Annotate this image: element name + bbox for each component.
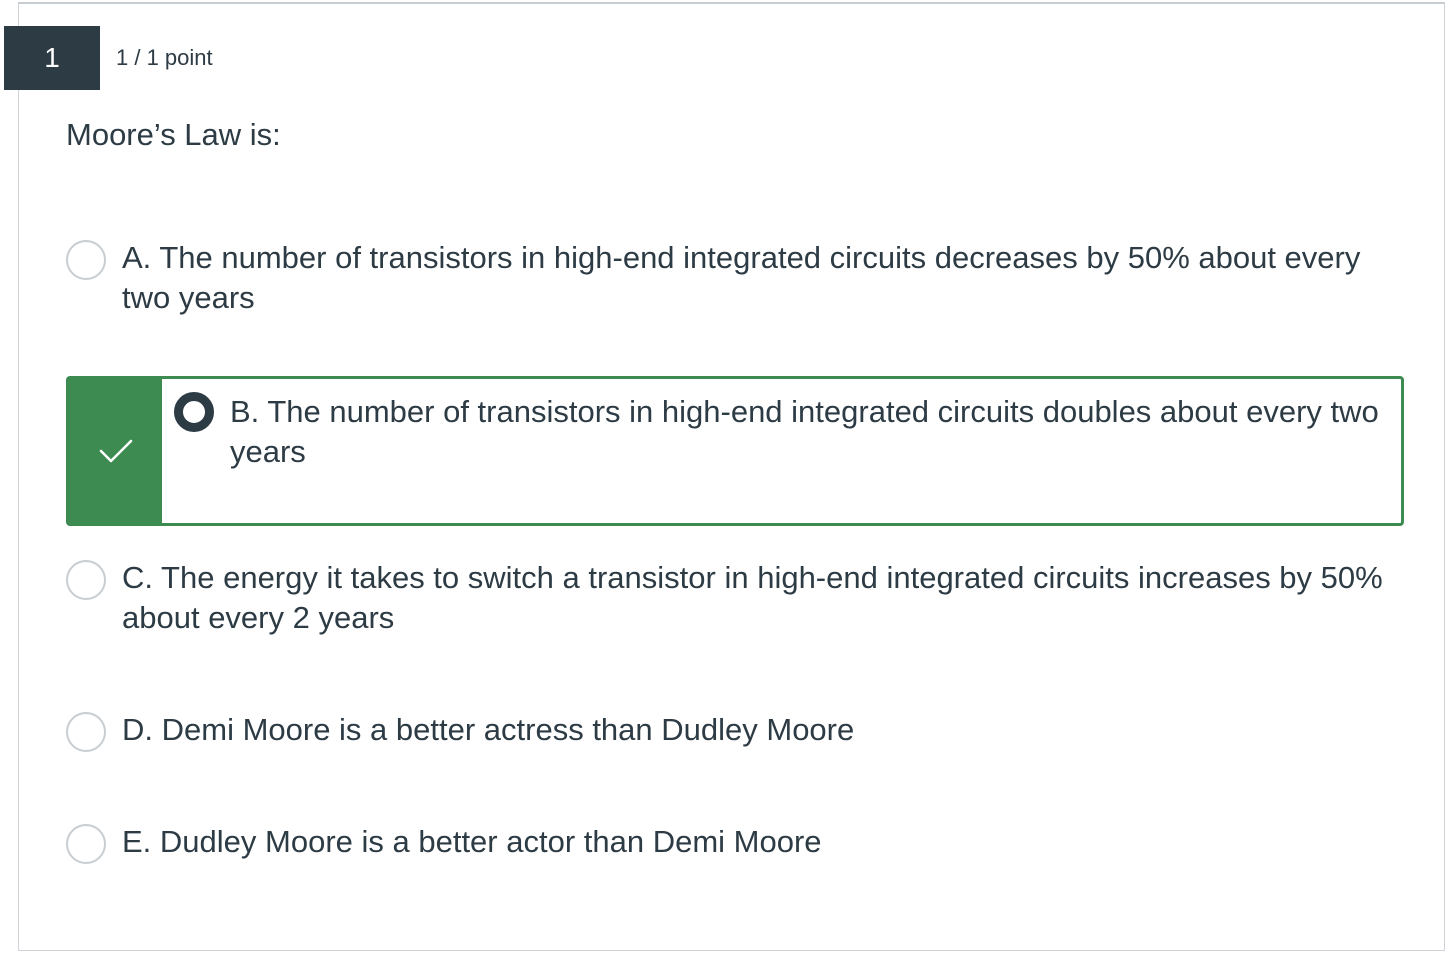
radio-button[interactable] bbox=[66, 240, 106, 280]
radio-button[interactable] bbox=[66, 824, 106, 864]
checkmark-icon bbox=[99, 439, 132, 463]
question-prompt: Moore’s Law is: bbox=[66, 117, 281, 152]
answer-option-c[interactable]: C. The energy it takes to switch a trans… bbox=[66, 560, 1404, 640]
answer-option-b[interactable]: B. The number of transistors in high-end… bbox=[66, 376, 1404, 526]
question-number-badge: 1 bbox=[4, 26, 100, 90]
question-points: 1 / 1 point bbox=[116, 45, 213, 70]
answer-label: A. The number of transistors in high-end… bbox=[122, 240, 1361, 315]
radio-button[interactable] bbox=[66, 560, 106, 600]
answer-option-d[interactable]: D. Demi Moore is a better actress than D… bbox=[66, 712, 1404, 752]
answer-label: B. The number of transistors in high-end… bbox=[230, 394, 1379, 469]
radio-button-selected[interactable] bbox=[174, 392, 214, 432]
correct-answer-flag bbox=[69, 379, 162, 523]
answer-option-e[interactable]: E. Dudley Moore is a better actor than D… bbox=[66, 824, 1404, 864]
answer-label: C. The energy it takes to switch a trans… bbox=[122, 560, 1383, 635]
answer-label: E. Dudley Moore is a better actor than D… bbox=[122, 824, 822, 859]
answer-option-a[interactable]: A. The number of transistors in high-end… bbox=[66, 240, 1404, 320]
radio-button[interactable] bbox=[66, 712, 106, 752]
answer-label: D. Demi Moore is a better actress than D… bbox=[122, 712, 855, 747]
